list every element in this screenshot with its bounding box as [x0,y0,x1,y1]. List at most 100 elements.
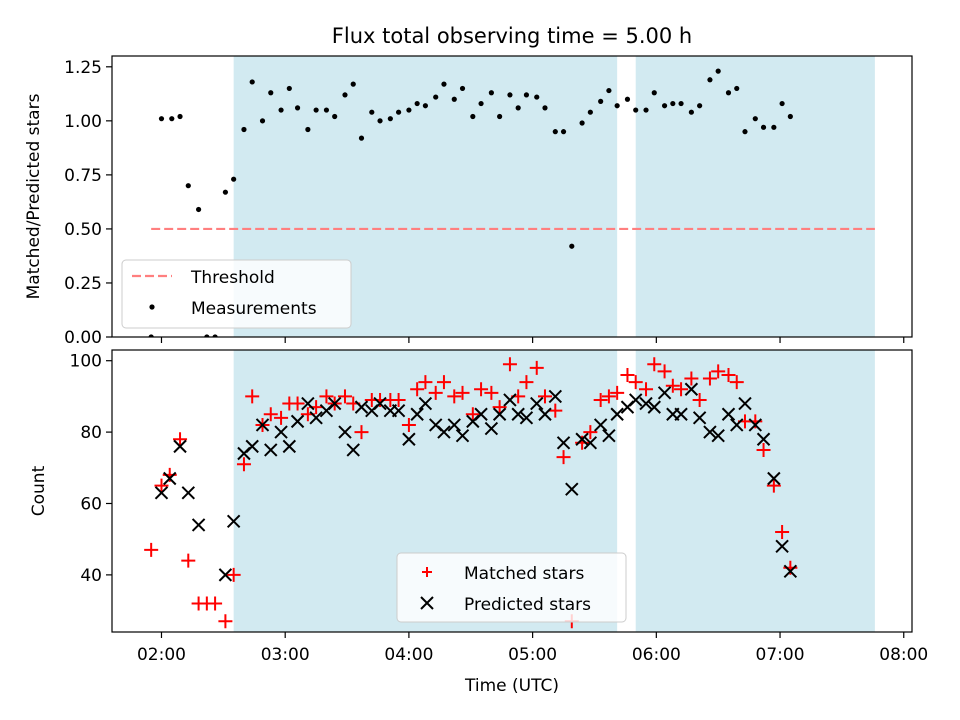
matched-star-point [410,382,425,397]
matched-star-point [775,525,790,540]
predicted-star-point [783,564,798,579]
measurement-point [760,124,767,130]
predicted-star-point [738,396,752,411]
predicted-star-point [301,396,315,411]
measurement-point [779,100,785,107]
measurement-point [771,124,777,130]
measurement-point [752,116,758,122]
matched-star-point [465,407,480,422]
top-panel-ratio: 0.00 0.25 0.50 0.75 1.00 1.25 Matched/Predicte… [24,55,913,348]
predicted-star-point [593,418,608,432]
measurement-point [177,113,183,120]
matched-star-point [208,596,223,611]
predicted-star-point [767,471,781,486]
legend: Matched stars Predicted stars [396,552,627,623]
measurement-point [787,113,793,120]
chart-title: Flux total observing time = 5.00 h [332,24,692,48]
measurement-point [433,94,439,100]
y-tick-label: 40 [80,566,102,586]
measurement-point [459,85,466,92]
y-tick-label: 0.75 [64,166,102,186]
measurement-point [661,103,668,109]
measurement-point [587,109,593,115]
matched-star-point [391,392,406,407]
y-tick-label: 1.00 [64,112,102,132]
legend-matched-label: Matched stars [464,564,584,584]
measurement-point [552,129,558,135]
predicted-star-point [530,396,544,411]
predicted-star-point [647,400,661,414]
matched-star-point [593,392,608,407]
measurement-point [523,92,530,98]
predicted-star-point [309,411,323,425]
matched-star-point [181,553,196,568]
measurement-point [342,92,348,98]
predicted-star-point [730,418,744,432]
predicted-star-point [226,514,241,529]
measurement-point [715,68,721,74]
matched-star-point [628,375,643,390]
measurement-point [222,189,229,195]
measurement-point [422,103,429,109]
matched-star-point [711,364,726,379]
predicted-star-point [437,425,451,439]
matched-star-point [692,392,707,407]
measurement-point [241,126,247,133]
y-tick-label: 60 [80,494,102,514]
measurement-point [470,113,476,120]
predicted-star-point [519,411,534,425]
matched-star-point [556,450,571,465]
axes-frame [111,349,913,633]
measurement-point [286,85,292,92]
predicted-star-point [447,418,461,432]
measurement-point [148,334,154,337]
measurement-point [406,107,412,113]
predicted-star-point [255,418,270,432]
measurement-point [441,81,447,87]
predicted-star-point [674,407,688,421]
predicted-star-point [154,486,169,500]
measurement-point [542,105,548,111]
matched-star-point [537,389,552,404]
matched-star-point [154,478,169,493]
matched-star-point [236,457,251,472]
x-axis-label: Time (UTC) [464,676,559,696]
y-tick-label: 0.50 [64,220,102,240]
matched-star-point [601,389,616,404]
matched-star-point [337,389,352,404]
x-tick-label: 06:00 [632,645,681,665]
legend-measurements-swatch [149,304,155,310]
measurement-point [294,105,301,111]
measurement-point [278,107,284,113]
legend-box [396,552,627,623]
measurement-point [678,100,684,107]
measurement-point [259,118,266,124]
legend-matched-swatch [422,567,432,577]
legend-threshold-label: Threshold [190,268,275,288]
matched-star-point [529,360,544,375]
predicted-star-point [775,539,789,554]
measurement-point [606,87,612,94]
measurement-point [478,100,484,107]
predicted-star-point [274,425,288,439]
measurement-point [305,126,311,133]
measurement-point [414,100,420,107]
y-tick-label: 100 [70,352,102,372]
measurement-point [697,103,703,109]
shaded-interval-2 [635,56,875,337]
measurement-point [579,120,585,126]
measurement-point [560,129,567,135]
predicted-star-point [354,400,369,414]
matched-star-point [354,425,369,440]
x-tick-label: 04:00 [384,645,433,665]
measurement-point [358,135,365,141]
measurement-point [598,98,604,104]
measurement-point [158,116,165,122]
predicted-star-point [245,439,259,454]
predicted-star-point [511,407,525,421]
measurement-point [515,105,521,111]
measurement-point [185,183,191,189]
measurement-point [323,107,330,113]
measurement-point [369,109,375,115]
matched-star-point [428,385,443,400]
